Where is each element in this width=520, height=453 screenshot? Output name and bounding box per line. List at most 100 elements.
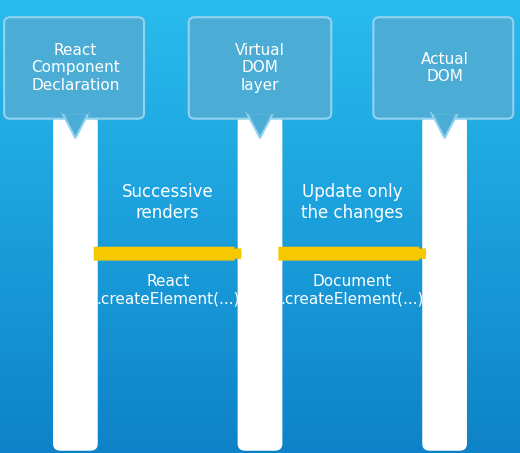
- Bar: [0, 256, 520, 258]
- Bar: [0, 9, 520, 11]
- Bar: [0, 82, 520, 84]
- Text: Virtual
DOM
layer: Virtual DOM layer: [235, 43, 285, 93]
- Bar: [0, 283, 520, 285]
- Bar: [0, 59, 520, 61]
- Bar: [0, 322, 520, 324]
- Bar: [0, 23, 520, 25]
- Bar: [0, 376, 520, 378]
- Bar: [0, 68, 520, 70]
- Bar: [0, 149, 520, 152]
- Bar: [0, 199, 520, 202]
- Bar: [0, 340, 520, 342]
- Bar: [0, 211, 520, 213]
- Bar: [0, 177, 520, 179]
- Bar: [0, 145, 520, 147]
- Bar: [0, 396, 520, 399]
- Bar: [0, 233, 520, 236]
- FancyBboxPatch shape: [373, 17, 513, 119]
- Bar: [0, 54, 520, 57]
- Bar: [62, 108, 88, 113]
- Bar: [0, 165, 520, 168]
- Bar: [0, 236, 520, 238]
- Text: Actual
DOM: Actual DOM: [421, 52, 469, 84]
- Bar: [0, 77, 520, 79]
- Bar: [0, 195, 520, 197]
- Bar: [0, 159, 520, 161]
- Bar: [0, 381, 520, 383]
- Bar: [0, 265, 520, 267]
- Bar: [0, 435, 520, 437]
- Bar: [0, 125, 520, 127]
- Bar: [0, 367, 520, 369]
- Bar: [0, 181, 520, 183]
- Bar: [0, 424, 520, 426]
- Polygon shape: [432, 113, 458, 138]
- Bar: [0, 222, 520, 224]
- Text: Successive
renders: Successive renders: [122, 183, 214, 222]
- Bar: [0, 281, 520, 283]
- Bar: [0, 419, 520, 421]
- Bar: [0, 70, 520, 72]
- Bar: [0, 304, 520, 306]
- Bar: [0, 387, 520, 390]
- Bar: [0, 20, 520, 23]
- Bar: [0, 36, 520, 39]
- Bar: [0, 437, 520, 439]
- Bar: [0, 297, 520, 299]
- Bar: [0, 152, 520, 154]
- Bar: [0, 202, 520, 204]
- Bar: [0, 52, 520, 54]
- Bar: [0, 127, 520, 129]
- Bar: [0, 308, 520, 310]
- Bar: [0, 439, 520, 442]
- Text: Document
.createElement(...): Document .createElement(...): [281, 274, 424, 307]
- Bar: [0, 7, 520, 9]
- Bar: [0, 399, 520, 401]
- Bar: [0, 134, 520, 136]
- Bar: [0, 111, 520, 113]
- FancyBboxPatch shape: [238, 116, 282, 451]
- Bar: [0, 337, 520, 340]
- Bar: [0, 351, 520, 353]
- Bar: [0, 430, 520, 433]
- Bar: [0, 2, 520, 5]
- Bar: [0, 335, 520, 337]
- Bar: [0, 226, 520, 229]
- Bar: [0, 120, 520, 122]
- Bar: [0, 109, 520, 111]
- Bar: [0, 356, 520, 358]
- Bar: [0, 392, 520, 394]
- Bar: [0, 288, 520, 290]
- Bar: [0, 161, 520, 163]
- Bar: [0, 116, 520, 118]
- Bar: [0, 347, 520, 349]
- Bar: [0, 390, 520, 392]
- Bar: [0, 25, 520, 27]
- Bar: [0, 401, 520, 403]
- Bar: [0, 444, 520, 446]
- Bar: [0, 349, 520, 351]
- Bar: [0, 91, 520, 93]
- Bar: [0, 279, 520, 281]
- Bar: [0, 61, 520, 63]
- Bar: [0, 405, 520, 408]
- Bar: [0, 344, 520, 347]
- Bar: [0, 50, 520, 52]
- Bar: [0, 285, 520, 288]
- Bar: [0, 172, 520, 174]
- Bar: [0, 118, 520, 120]
- Bar: [0, 11, 520, 14]
- Bar: [0, 294, 520, 297]
- Bar: [0, 206, 520, 208]
- Bar: [0, 168, 520, 170]
- Bar: [0, 315, 520, 317]
- Polygon shape: [62, 113, 88, 138]
- Bar: [0, 215, 520, 217]
- Bar: [0, 208, 520, 211]
- Bar: [0, 299, 520, 301]
- Bar: [0, 369, 520, 371]
- Bar: [0, 274, 520, 276]
- Bar: [0, 371, 520, 374]
- Bar: [0, 154, 520, 156]
- Bar: [0, 106, 520, 109]
